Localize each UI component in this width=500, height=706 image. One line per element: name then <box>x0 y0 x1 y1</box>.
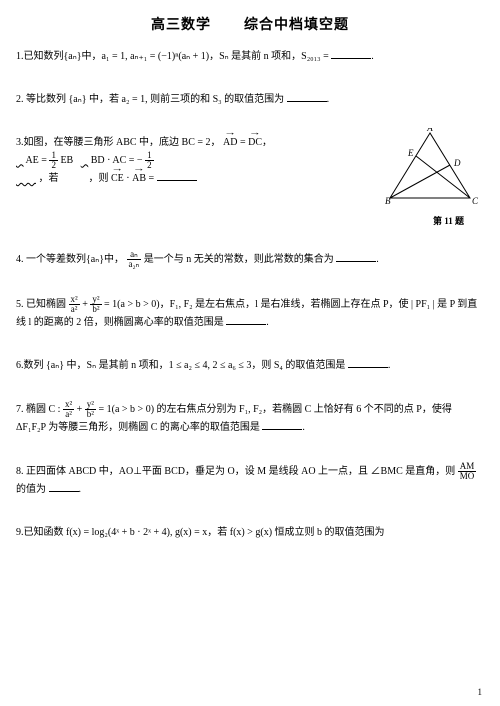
svg-text:B: B <box>385 196 391 206</box>
frac-an: aₙa₂ₙ <box>127 250 142 269</box>
svg-text:A: A <box>426 128 433 133</box>
vec-ab: AB <box>132 170 146 187</box>
blank-2 <box>287 92 327 102</box>
problem-8-b: 的值为 <box>16 484 46 495</box>
problem-1: 1.已知数列{aₙ}中，a₁ = 1, aₙ₊₁ = (−1)ⁿ(aₙ + 1)… <box>16 48 484 65</box>
blank-8 <box>49 482 79 492</box>
frac-half-1: 12 <box>49 151 58 170</box>
frac-y2b2: y²b² <box>90 295 101 314</box>
problem-3-b: AE = <box>25 155 46 166</box>
frac-x2a2: x²a² <box>69 295 80 314</box>
page-title: 高三数学 综合中档填空题 <box>16 14 484 38</box>
problem-3-e: ，若 <box>39 173 59 184</box>
blank-4 <box>336 252 376 262</box>
problem-2-text: 2. 等比数列 {aₙ} 中，若 a₂ = 1, 则前三项的和 S₃ 的取值范围… <box>16 94 284 105</box>
title-right: 综合中档填空题 <box>244 18 349 33</box>
problem-7-a: 7. 椭圆 C : <box>16 404 63 415</box>
title-left: 高三数学 <box>151 18 211 33</box>
problem-9-text: 9.已知函数 f(x) = log₂(4ˣ + b · 2ˣ + 4), g(x… <box>16 527 385 538</box>
blank-5 <box>226 315 266 325</box>
wavy-1 <box>16 155 24 166</box>
problem-4-b: 是一个与 n 无关的常数，则此常数的集合为 <box>144 254 334 265</box>
problem-4: 4. 一个等差数列{aₙ}中， aₙa₂ₙ 是一个与 n 无关的常数，则此常数的… <box>16 250 484 269</box>
svg-text:C: C <box>472 196 479 206</box>
blank-1 <box>331 49 371 59</box>
page-number: 1 <box>478 685 483 700</box>
figure-11: A B C D E <box>380 128 480 218</box>
problem-3-c: EB <box>60 155 73 166</box>
problem-5: 5. 已知椭圆 x²a² + y²b² = 1(a > b > 0)，F₁, F… <box>16 295 484 331</box>
problem-6-text: 6.数列 {aₙ} 中，Sₙ 是其前 n 项和，1 ≤ a₂ ≤ 4, 2 ≤ … <box>16 360 345 371</box>
problem-8-a: 8. 正四面体 ABCD 中，AO⊥平面 BCD，垂足为 O，设 M 是线段 A… <box>16 466 458 477</box>
wavy-2 <box>81 155 89 166</box>
problem-2: 2. 等比数列 {aₙ} 中，若 a₂ = 1, 则前三项的和 S₃ 的取值范围… <box>16 91 484 108</box>
problem-7: 7. 椭圆 C : x²a² + y²b² = 1(a > b > 0) 的左右… <box>16 400 484 436</box>
plus2: + <box>77 404 85 415</box>
problem-8: 8. 正四面体 ABCD 中，AO⊥平面 BCD，垂足为 O，设 M 是线段 A… <box>16 462 484 498</box>
problem-1-text: 1.已知数列{aₙ}中，a₁ = 1, aₙ₊₁ = (−1)ⁿ(aₙ + 1)… <box>16 51 329 62</box>
problem-9: 9.已知函数 f(x) = log₂(4ˣ + b · 2ˣ + 4), g(x… <box>16 524 484 541</box>
problem-3-a: 3.如图，在等腰三角形 ABC 中，底边 BC = 2， <box>16 137 221 148</box>
svg-text:D: D <box>453 158 461 168</box>
vec-ad: AD <box>223 134 237 151</box>
problem-5-a: 5. 已知椭圆 <box>16 299 69 310</box>
vec-ce: CE <box>111 170 124 187</box>
figure-caption: 第 11 题 <box>433 214 464 229</box>
svg-text:E: E <box>407 148 414 158</box>
problem-4-a: 4. 一个等差数列{aₙ}中， <box>16 254 124 265</box>
problem-3: 3.如图，在等腰三角形 ABC 中，底边 BC = 2， AD = DC， AE… <box>16 134 484 224</box>
blank-6 <box>348 358 388 368</box>
frac-ammo: AMMO <box>458 462 477 481</box>
blank-7 <box>262 420 302 430</box>
problem-6: 6.数列 {aₙ} 中，Sₙ 是其前 n 项和，1 ≤ a₂ ≤ 4, 2 ≤ … <box>16 357 484 374</box>
plus1: + <box>82 299 90 310</box>
wavy-3 <box>16 173 36 184</box>
problem-3-f: ，则 <box>89 173 109 184</box>
frac-y2b2-2: y²b² <box>85 400 96 419</box>
vec-dc: DC <box>248 134 262 151</box>
frac-x2a2-2: x²a² <box>63 400 74 419</box>
blank-3 <box>157 171 197 181</box>
